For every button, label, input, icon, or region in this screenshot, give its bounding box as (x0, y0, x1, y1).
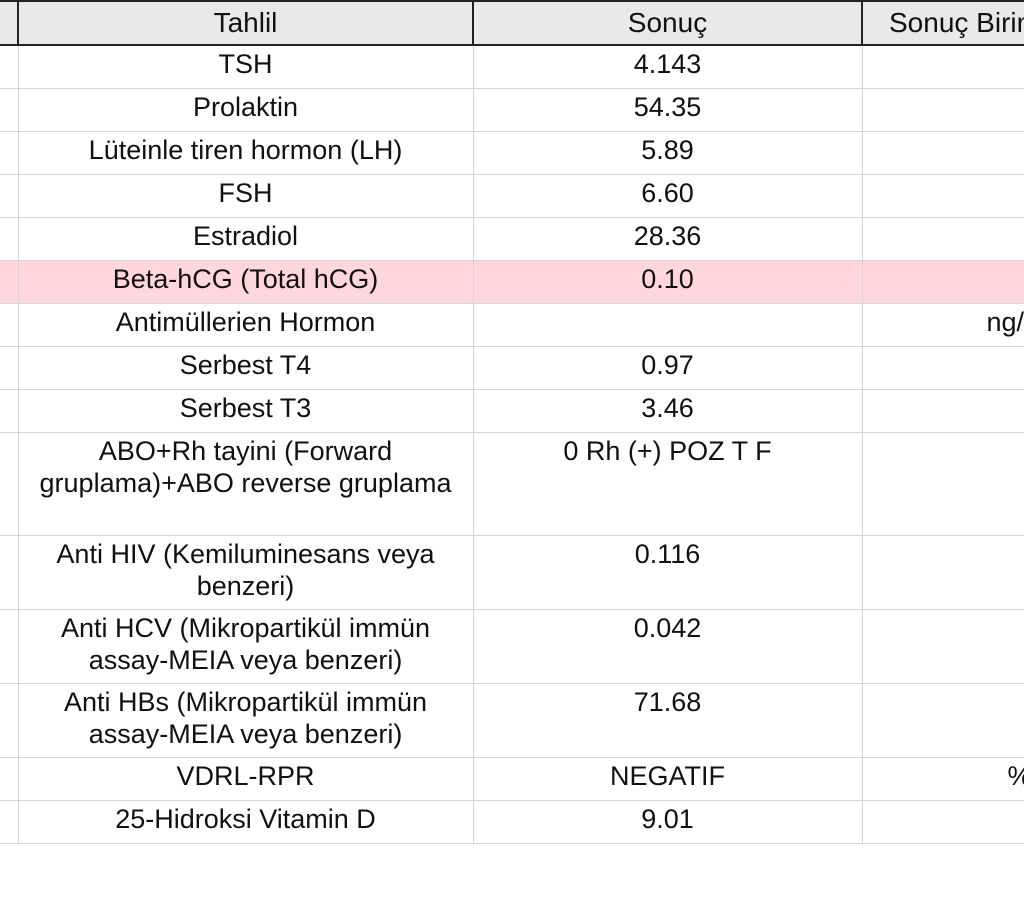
unit-cell[interactable] (862, 683, 1024, 758)
row-header[interactable] (0, 346, 19, 390)
result-cell[interactable]: 0.116 (473, 535, 863, 610)
test-name-cell[interactable]: ABO+Rh tayini (Forward gruplama)+ABO rev… (18, 432, 474, 536)
unit-cell[interactable] (862, 131, 1024, 175)
test-name-cell[interactable]: Beta-hCG (Total hCG) (18, 260, 474, 304)
test-name-cell[interactable]: Lüteinle tiren hormon (LH) (18, 131, 474, 175)
lab-results-table: Tahlil Sonuç Sonuç Birimi TSH 4.143 Prol… (0, 0, 1024, 844)
result-cell[interactable]: 71.68 (473, 683, 863, 758)
table-row: VDRL-RPR NEGATIF % (0, 757, 1024, 801)
test-name-cell[interactable]: TSH (18, 45, 474, 89)
row-header[interactable] (0, 432, 19, 536)
row-header[interactable] (0, 88, 19, 132)
unit-cell[interactable] (862, 346, 1024, 390)
row-header[interactable] (0, 800, 19, 844)
table-row: Serbest T3 3.46 (0, 389, 1024, 433)
unit-cell[interactable] (862, 217, 1024, 261)
row-header[interactable] (0, 260, 19, 304)
row-header[interactable] (0, 174, 19, 218)
column-header-test[interactable]: Tahlil (18, 0, 474, 46)
result-cell[interactable] (473, 303, 863, 347)
unit-text: ng/ml (986, 307, 1024, 337)
row-header[interactable] (0, 389, 19, 433)
test-name-cell[interactable]: Anti HCV (Mikropartikül immün assay-MEIA… (18, 609, 474, 684)
table-row: ABO+Rh tayini (Forward gruplama)+ABO rev… (0, 432, 1024, 536)
table-row: Anti HIV (Kemiluminesans veya benzeri) 0… (0, 535, 1024, 610)
unit-cell[interactable] (862, 88, 1024, 132)
unit-cell[interactable] (862, 432, 1024, 536)
test-name-cell[interactable]: Estradiol (18, 217, 474, 261)
row-header[interactable] (0, 757, 19, 801)
test-name-cell[interactable]: Anti HBs (Mikropartikül immün assay-MEIA… (18, 683, 474, 758)
result-cell[interactable]: 54.35 (473, 88, 863, 132)
row-header-corner[interactable] (0, 0, 19, 46)
column-header-result[interactable]: Sonuç (473, 0, 863, 46)
unit-cell[interactable] (862, 174, 1024, 218)
table-row: Lüteinle tiren hormon (LH) 5.89 (0, 131, 1024, 175)
table-row: Antimüllerien Hormon ng/ml (0, 303, 1024, 347)
table-row: TSH 4.143 (0, 45, 1024, 89)
unit-cell[interactable] (862, 609, 1024, 684)
row-header[interactable] (0, 609, 19, 684)
table-row: FSH 6.60 (0, 174, 1024, 218)
row-header[interactable] (0, 217, 19, 261)
highlighted-table-row: Beta-hCG (Total hCG) 0.10 (0, 260, 1024, 304)
table-row: Anti HBs (Mikropartikül immün assay-MEIA… (0, 683, 1024, 758)
result-cell[interactable]: 0.10 (473, 260, 863, 304)
result-cell[interactable]: 28.36 (473, 217, 863, 261)
test-name-cell[interactable]: Antimüllerien Hormon (18, 303, 474, 347)
unit-cell[interactable] (862, 535, 1024, 610)
result-cell[interactable]: 3.46 (473, 389, 863, 433)
column-header-unit[interactable]: Sonuç Birimi (862, 0, 1024, 46)
table-row: Prolaktin 54.35 (0, 88, 1024, 132)
table-row: 25-Hidroksi Vitamin D 9.01 (0, 800, 1024, 844)
header-row: Tahlil Sonuç Sonuç Birimi (0, 0, 1024, 46)
result-cell[interactable]: 9.01 (473, 800, 863, 844)
unit-cell[interactable]: % (862, 757, 1024, 801)
row-header[interactable] (0, 683, 19, 758)
unit-cell[interactable] (862, 389, 1024, 433)
test-name-cell[interactable]: Serbest T3 (18, 389, 474, 433)
row-header[interactable] (0, 131, 19, 175)
unit-cell[interactable] (862, 260, 1024, 304)
test-name-cell[interactable]: Prolaktin (18, 88, 474, 132)
result-cell[interactable]: 0.042 (473, 609, 863, 684)
unit-text: % (940, 760, 1024, 792)
result-cell[interactable]: 4.143 (473, 45, 863, 89)
result-cell[interactable]: NEGATIF (473, 757, 863, 801)
table-row: Estradiol 28.36 (0, 217, 1024, 261)
unit-cell[interactable] (862, 45, 1024, 89)
test-name-cell[interactable]: 25-Hidroksi Vitamin D (18, 800, 474, 844)
row-header[interactable] (0, 303, 19, 347)
row-header[interactable] (0, 535, 19, 610)
result-cell[interactable]: 0 Rh (+) POZ T F (473, 432, 863, 536)
test-name-cell[interactable]: Serbest T4 (18, 346, 474, 390)
row-header[interactable] (0, 45, 19, 89)
test-name-cell[interactable]: Anti HIV (Kemiluminesans veya benzeri) (18, 535, 474, 610)
result-cell[interactable]: 6.60 (473, 174, 863, 218)
unit-cell[interactable] (862, 800, 1024, 844)
test-name-cell[interactable]: VDRL-RPR (18, 757, 474, 801)
result-cell[interactable]: 5.89 (473, 131, 863, 175)
result-cell[interactable]: 0.97 (473, 346, 863, 390)
table-row: Anti HCV (Mikropartikül immün assay-MEIA… (0, 609, 1024, 684)
test-name-cell[interactable]: FSH (18, 174, 474, 218)
unit-cell[interactable]: ng/ml (862, 303, 1024, 347)
table-row: Serbest T4 0.97 (0, 346, 1024, 390)
